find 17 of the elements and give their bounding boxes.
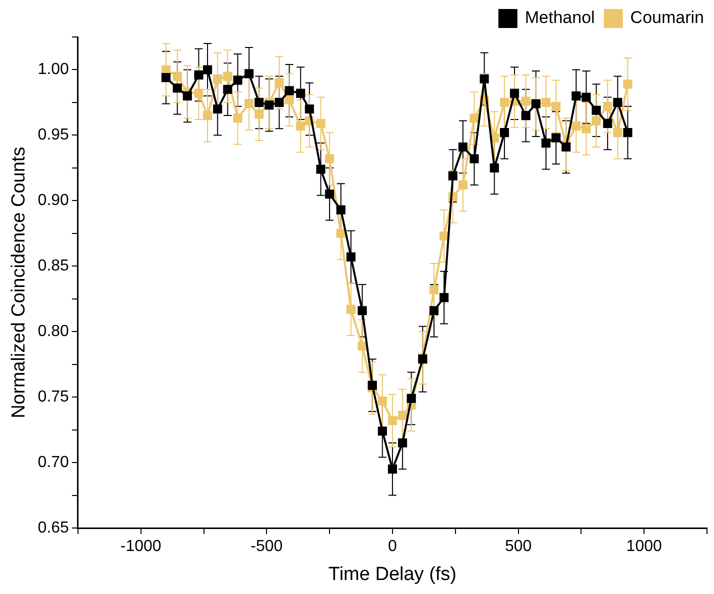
x-tick-label: -500 <box>250 538 283 556</box>
y-tick-label: 1.00 <box>38 61 70 78</box>
y-tick-label: 0.95 <box>38 126 70 144</box>
x-tick-label: -1000 <box>120 538 162 556</box>
y-tick-label: 0.90 <box>38 192 70 210</box>
legend-label: Methanol <box>524 8 595 28</box>
y-tick-label: 0.85 <box>38 258 70 275</box>
x-tick-label: 500 <box>504 538 532 556</box>
y-tick-label: 0.65 <box>38 519 70 536</box>
legend-label: Coumarin <box>630 8 704 28</box>
x-tick-label: 0 <box>388 538 398 556</box>
y-tick-label: 0.70 <box>38 454 70 471</box>
y-tick-label: 0.75 <box>38 388 70 406</box>
y-axis-title: Normalized Coincidence Counts <box>8 146 30 418</box>
x-tick-label: 1000 <box>626 538 662 556</box>
y-tick-label: 0.80 <box>38 323 70 340</box>
x-axis-title: Time Delay (fs) <box>328 564 457 585</box>
